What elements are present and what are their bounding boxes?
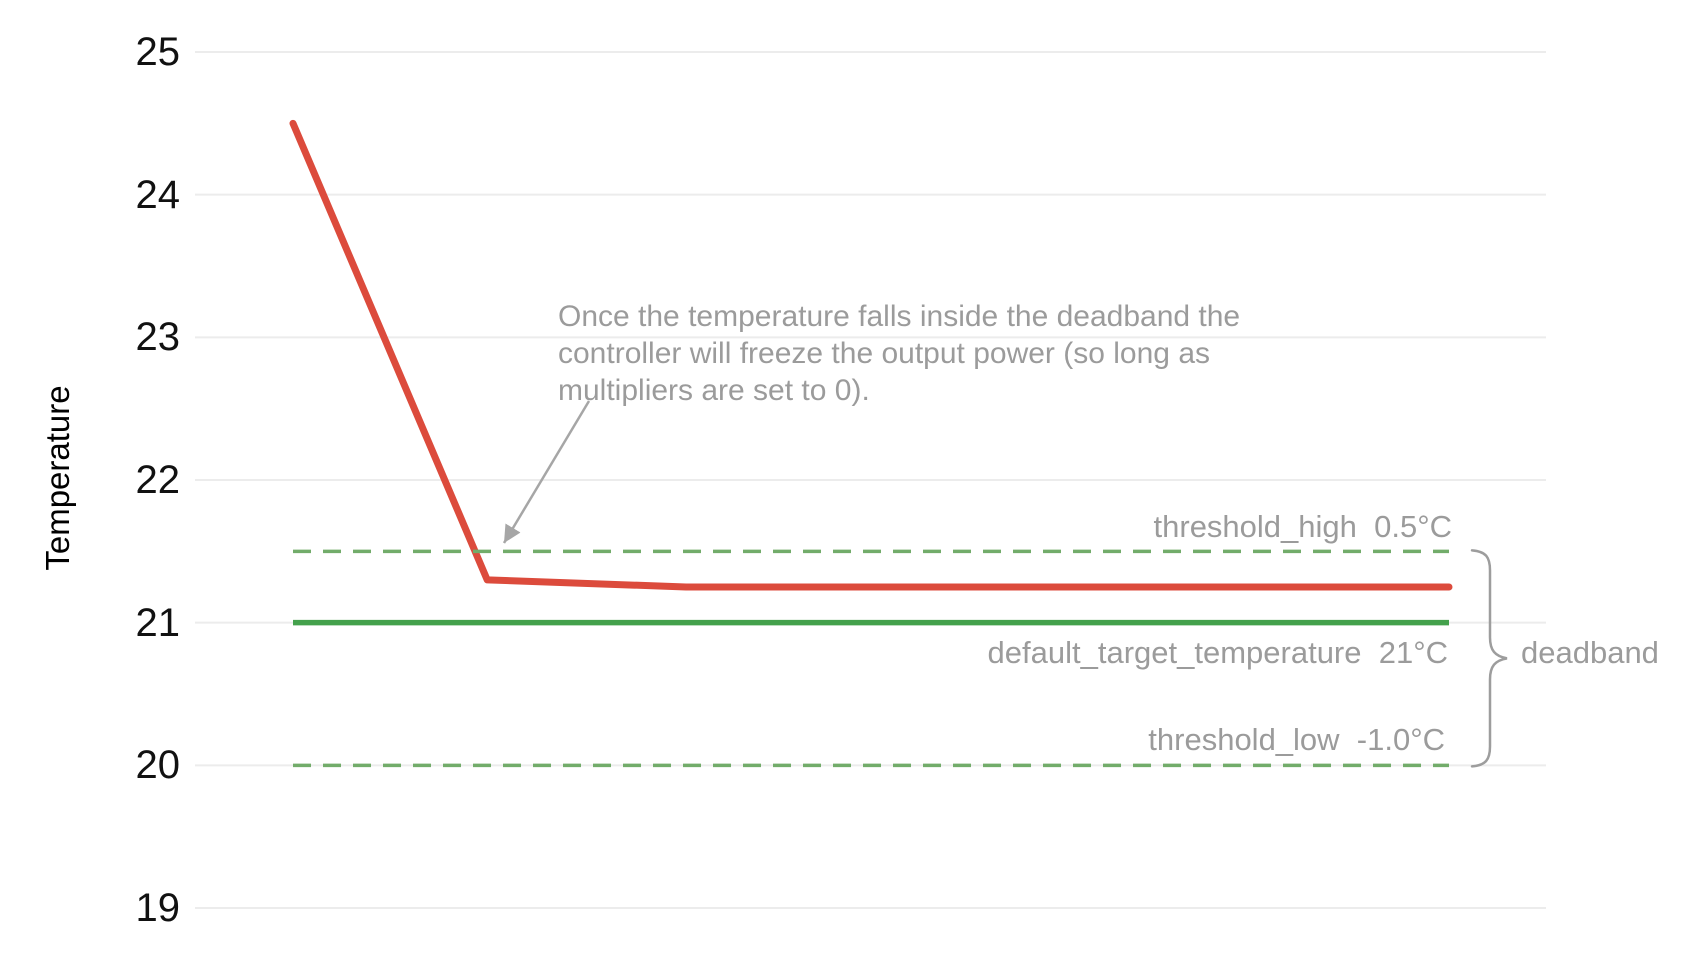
y-axis-tick-label: 23 (135, 315, 181, 360)
annotation-line-2: controller will freeze the output power … (558, 337, 1211, 370)
threshold-high-label: threshold_high 0.5°C (1153, 509, 1452, 544)
annotation-text: Once the temperature falls inside the de… (558, 298, 1240, 409)
y-axis-tick-label: 25 (135, 30, 181, 74)
annotation-line-3: multipliers are set to 0). (558, 374, 870, 407)
deadband-brace (1470, 549, 1508, 768)
y-axis-tick-label: 21 (135, 600, 181, 645)
deadband-label: deadband (1521, 635, 1659, 670)
threshold-low-label: threshold_low -1.0°C (1148, 722, 1445, 757)
default-target-temperature-label: default_target_temperature 21°C (987, 635, 1448, 670)
annotation-arrow (502, 400, 591, 544)
y-axis-tick-label: 19 (135, 886, 181, 930)
annotation-line-1: Once the temperature falls inside the de… (558, 300, 1241, 333)
y-axis-tick-label: 24 (135, 172, 181, 217)
y-axis-tick-label: 22 (135, 458, 181, 502)
y-axis-title: Temperature (39, 385, 76, 571)
temperature-line (289, 119, 1453, 591)
y-axis-tick-label: 20 (135, 743, 181, 788)
